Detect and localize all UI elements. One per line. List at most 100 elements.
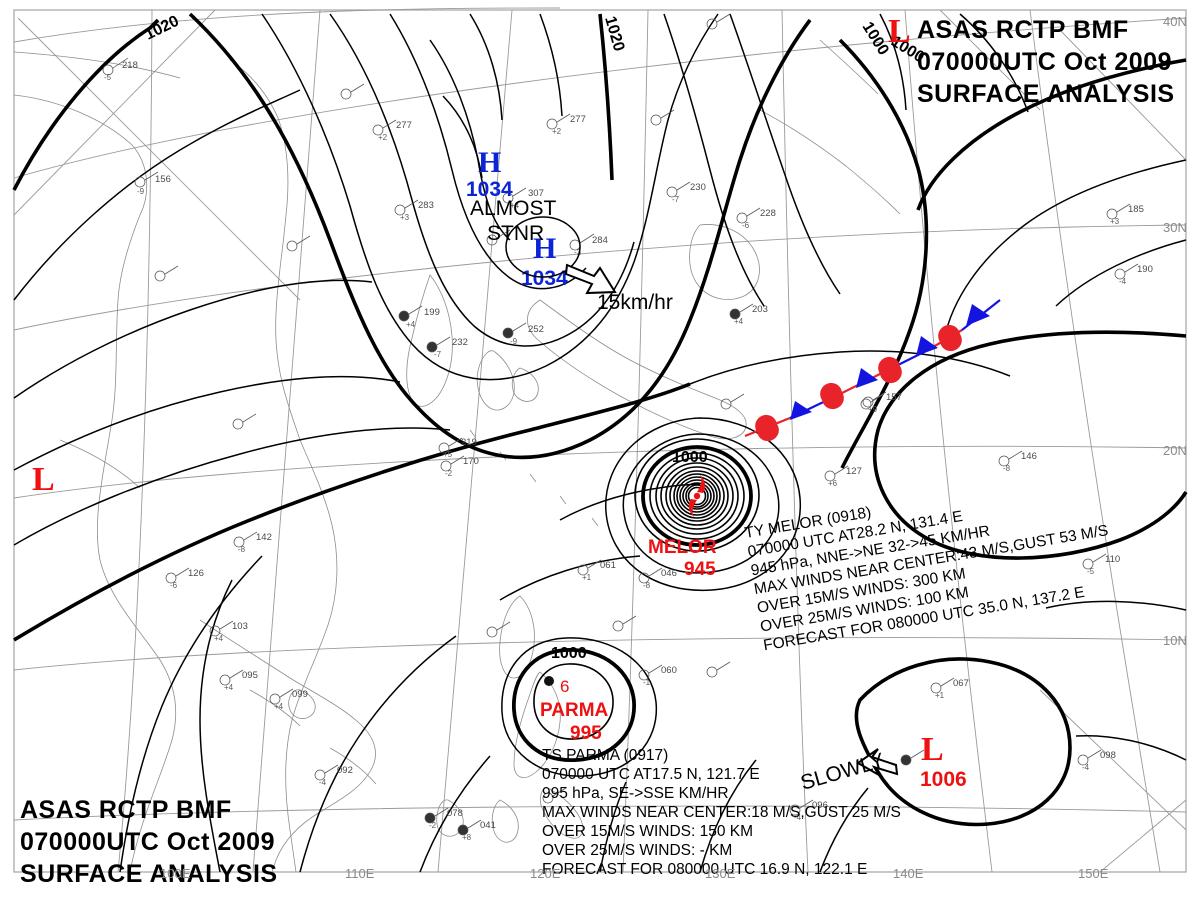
station-tendency: +4: [510, 201, 520, 210]
station-tendency: -2: [445, 469, 453, 478]
header-topright-line2: 070000UTC Oct 2009: [917, 48, 1172, 76]
station-label: 146: [1021, 451, 1037, 462]
station-tendency: +3: [1110, 217, 1120, 226]
parma-info-line: OVER 25M/S WINDS: - KM: [542, 842, 732, 859]
almost-stnr-line1: ALMOST: [470, 197, 557, 220]
station-label: 232: [452, 337, 468, 348]
low-motion-arrow: [856, 748, 899, 776]
station-plot-group: [102, 13, 1139, 836]
header-bottomleft-line2: 070000UTC Oct 2009: [20, 828, 275, 856]
station-label: 203: [752, 304, 768, 315]
station-label: 219: [461, 437, 477, 448]
longitude-label: 120E: [530, 866, 561, 881]
station-tendency: -2: [429, 821, 437, 830]
longitude-label-group: 100E 110E 120E 130E 140E 150E: [160, 866, 1109, 881]
almost-stnr-line2: STNR: [487, 222, 544, 245]
graticule-extras: [13, 9, 1187, 873]
station-label: 060: [661, 665, 677, 676]
parma-info-line: TS PARMA (0917): [542, 747, 668, 764]
station-label: 099: [292, 689, 308, 700]
longitude-label: 100E: [160, 866, 191, 881]
header-topright-line3: SURFACE ANALYSIS: [917, 80, 1175, 108]
high-motion-arrow: [564, 263, 617, 295]
header-topright-line1: ASAS RCTP BMF: [917, 16, 1129, 44]
station-tendency: +1: [582, 573, 592, 582]
coastline-group: [13, 39, 901, 873]
station-tendency: -3: [574, 248, 582, 257]
station-label: 284: [592, 235, 608, 246]
station-tendency: -1: [643, 678, 651, 687]
low-center-glyph-1: L: [32, 461, 55, 498]
parma-info-line: 070000 UTC AT17.5 N, 121.7 E: [542, 766, 760, 783]
warm-front-pips: [755, 324, 962, 442]
station-tendency: +4: [224, 683, 234, 692]
station-tendency: -4: [794, 813, 802, 822]
stationary-front: [744, 299, 1001, 442]
station-label: 277: [570, 114, 586, 125]
station-tendency: +2: [378, 133, 388, 142]
latitude-label: 30N: [1163, 220, 1187, 235]
station-tendency: -4: [319, 778, 327, 787]
high-center-value-1: 1034: [466, 178, 513, 201]
station-label: 228: [760, 208, 776, 219]
station-label: 142: [256, 532, 272, 543]
station-tendency: +1: [935, 691, 945, 700]
station-label: 078: [447, 808, 463, 819]
station-tendency: -5: [1087, 567, 1095, 576]
high-center-value-2: 1034: [521, 267, 568, 290]
parma-info-line: FORECAST FOR 080000 UTC 16.9 N, 122.1 E: [542, 861, 867, 878]
station-tendency: -4: [1082, 763, 1090, 772]
latitude-label: 20N: [1163, 443, 1187, 458]
station-tendency: +4: [734, 317, 744, 326]
station-tendency: -6: [742, 221, 750, 230]
isobar-group: [13, 13, 1187, 873]
station-label: 098: [1100, 750, 1116, 761]
station-label: 157: [886, 392, 902, 403]
parma-isobar-rings: 6: [501, 637, 658, 777]
station-label: 061: [600, 560, 616, 571]
header-bottomleft-line1: ASAS RCTP BMF: [20, 796, 232, 824]
station-tendency: -8: [1003, 464, 1011, 473]
header-low-symbol: L: [888, 13, 911, 50]
longitude-label: 140E: [893, 866, 924, 881]
longitude-label: 130E: [705, 866, 736, 881]
high-center-glyph-2: H: [533, 232, 556, 265]
station-tendency: -7: [434, 350, 442, 359]
parma-pressure-label: 995: [570, 723, 602, 744]
parma-center-symbol: 6: [544, 676, 569, 696]
station-label: 230: [690, 182, 706, 193]
parma-info-line: OVER 15M/S WINDS: 150 KM: [542, 823, 753, 840]
high-2-isobar: [505, 216, 581, 278]
melor-isobar-rings: [605, 417, 801, 592]
station-tendency: -5: [104, 73, 112, 82]
station-tendency: +9: [868, 405, 878, 414]
parma-symbol-glyph: 6: [560, 677, 569, 696]
parma-info-line: 995 hPa, SE->SSE KM/HR: [542, 785, 729, 802]
station-label: 067: [953, 678, 969, 689]
parma-info-line: MAX WINDS NEAR CENTER:18 M/S,GUST 25 M/S: [542, 804, 901, 821]
station-tendency: -4: [1119, 277, 1127, 286]
station-label: 096: [812, 800, 828, 811]
station-label: 041: [480, 820, 496, 831]
melor-info-block: TY MELOR (0918)070000 UTC AT28.2 N, 131.…: [743, 504, 1109, 654]
station-tendency: -9: [510, 337, 518, 346]
station-label: 156: [155, 174, 171, 185]
station-tendency: -6: [170, 581, 178, 590]
station-label: 190: [1137, 264, 1153, 275]
cold-front-pips: [790, 304, 990, 420]
station-tendency: +3: [400, 213, 410, 222]
station-label: 046: [661, 568, 677, 579]
station-label: 092: [337, 765, 353, 776]
low-center-value-2: 1006: [920, 768, 967, 791]
station-label: 218: [122, 60, 138, 71]
latitude-label-group: 40N 30N 20N 10N: [1163, 14, 1187, 648]
station-tendency: +5: [443, 450, 453, 459]
